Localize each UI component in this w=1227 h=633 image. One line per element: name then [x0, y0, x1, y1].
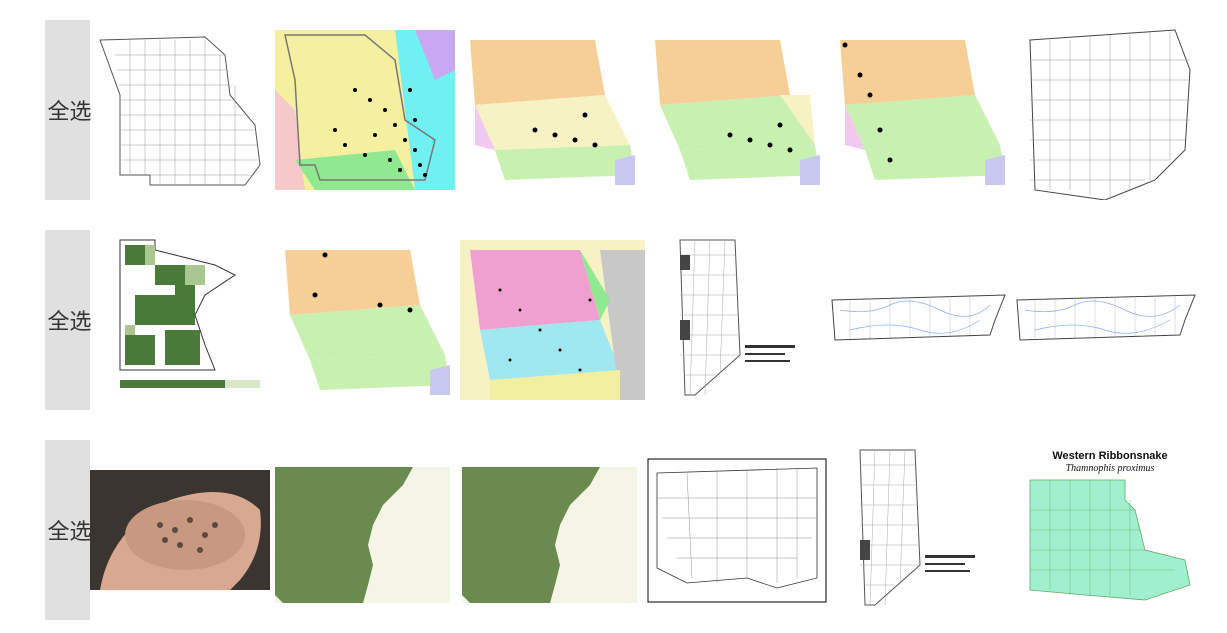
thumb-frog-eggs-photo[interactable] — [90, 470, 270, 590]
thumb-arkansas-map-a[interactable] — [273, 465, 453, 605]
select-all-label: 全选 — [47, 310, 92, 335]
missouri-ecoregion-c-image — [840, 40, 1005, 185]
thumb-north-america-map[interactable] — [647, 458, 827, 603]
thumb-vermont-town-map-b[interactable] — [855, 445, 995, 620]
result-row-2: 全选 — [45, 230, 1227, 410]
select-all-label: 全选 — [47, 100, 92, 125]
thumb-minnesota-green-map[interactable] — [115, 235, 275, 405]
minnesota-choropleth-image — [119, 239, 260, 388]
missouri-detailed-ecoregion-image — [460, 240, 645, 400]
louisiana-map-image — [1029, 479, 1191, 601]
thumb-missouri-ecoregion-b[interactable] — [650, 35, 830, 190]
result-row-3: 全选 — [45, 440, 1227, 620]
thumb-vermont-town-map-a[interactable] — [675, 235, 815, 410]
thumb-louisiana-parish-map[interactable]: Western Ribbonsnake Thamnophis proximus — [1025, 450, 1195, 610]
select-all-button[interactable]: 全选 — [45, 20, 92, 200]
thumb-missouri-ecoregion-a[interactable] — [465, 35, 645, 190]
result-row-1: 全选 — [45, 20, 1227, 200]
thumb-missouri-county-dots[interactable] — [95, 35, 305, 190]
thumb-ohio-county-map[interactable] — [1025, 20, 1195, 200]
thumb-arkansas-map-b[interactable] — [460, 465, 640, 605]
vermont-town-map-b-image — [859, 449, 975, 606]
north-america-map-image — [647, 458, 827, 603]
select-all-button[interactable]: 全选 — [45, 230, 92, 410]
tennessee-map-a-image — [831, 294, 1006, 341]
arkansas-map-b-image — [462, 467, 637, 603]
vermont-town-map-a-image — [679, 239, 795, 396]
map-title: Western Ribbonsnake — [1052, 450, 1168, 462]
thumb-missouri-watershed[interactable] — [275, 30, 455, 190]
arkansas-map-a-image — [275, 467, 450, 603]
missouri-watershed-map-image — [275, 30, 455, 190]
select-all-button[interactable]: 全选 — [45, 440, 92, 620]
select-all-label: 全选 — [47, 520, 92, 545]
missouri-ecoregion-b-image — [655, 40, 820, 185]
tennessee-map-b-image — [1016, 294, 1196, 341]
thumb-tennessee-map-b[interactable] — [1015, 290, 1200, 350]
frog-eggs-photo-image — [90, 470, 270, 590]
missouri-county-map-image — [99, 36, 261, 186]
thumb-missouri-ecoregion-d[interactable] — [280, 245, 455, 400]
missouri-ecoregion-d-image — [285, 250, 450, 395]
thumb-tennessee-map-a[interactable] — [830, 290, 1010, 350]
map-subtitle: Thamnophis proximus — [1065, 463, 1155, 474]
thumb-missouri-ecoregion-c[interactable] — [835, 35, 1015, 190]
thumb-missouri-detailed-ecoregion[interactable] — [460, 240, 645, 400]
ohio-county-map-image — [1029, 29, 1191, 200]
missouri-ecoregion-a-image — [470, 40, 635, 185]
